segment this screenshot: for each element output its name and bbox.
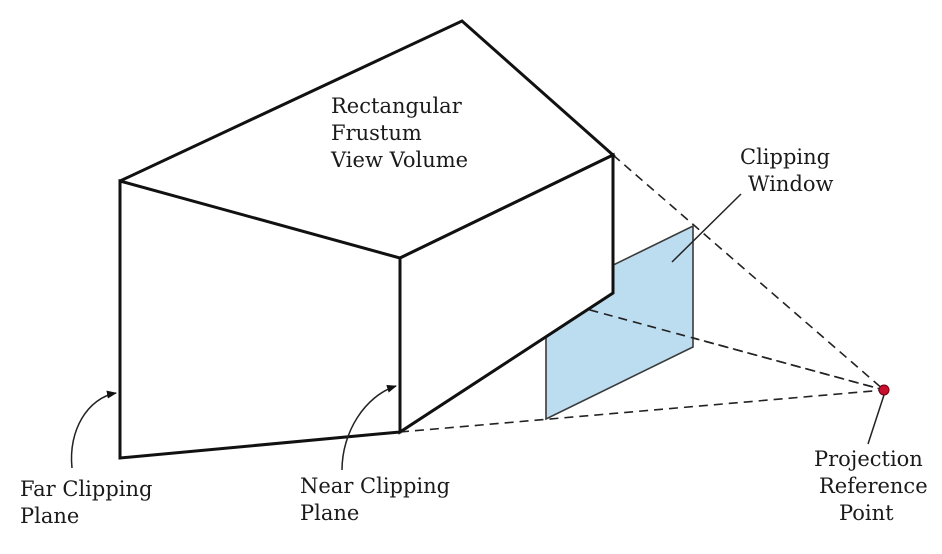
near-clipping-plane-face — [400, 155, 613, 432]
frustum-label-line-3: View Volume — [330, 148, 468, 172]
near-plane-label-line-2: Plane — [300, 501, 359, 525]
projector-line-near-bottom — [399, 389, 885, 433]
projector-line-through-window — [545, 297, 885, 391]
prp-label-line-3: Point — [839, 501, 894, 525]
near-plane-label-line-1: Near Clipping — [300, 474, 450, 498]
prp-label-line-2: Reference — [819, 474, 928, 498]
far-plane-label-line-1: Far Clipping — [20, 477, 152, 501]
prp-label: Projection Reference Point — [814, 447, 928, 525]
near-clipping-plane-outline — [398, 152, 615, 435]
frustum-label: Rectangular Frustum View Volume — [330, 94, 468, 172]
clipping-window — [545, 224, 694, 421]
clipping-window-label-line-2: Window — [748, 172, 834, 196]
clipping-window-label-line-1: Clipping — [740, 145, 830, 169]
prp-label-line-1: Projection — [814, 447, 923, 471]
near-plane-label: Near Clipping Plane — [300, 474, 450, 525]
clipping-window-leader — [671, 193, 742, 263]
far-plane-label-line-2: Plane — [20, 504, 79, 528]
far-plane-label: Far Clipping Plane — [20, 477, 152, 528]
far-plane-arrow — [70, 390, 117, 469]
prp-leader — [867, 394, 885, 445]
frustum-label-line-1: Rectangular — [331, 94, 463, 118]
frustum-label-line-2: Frustum — [331, 121, 422, 145]
projection-reference-point — [878, 384, 890, 396]
frustum-solid — [118, 19, 616, 460]
clipping-window-label: Clipping Window — [740, 145, 834, 196]
near-plane-arrow — [341, 384, 397, 471]
